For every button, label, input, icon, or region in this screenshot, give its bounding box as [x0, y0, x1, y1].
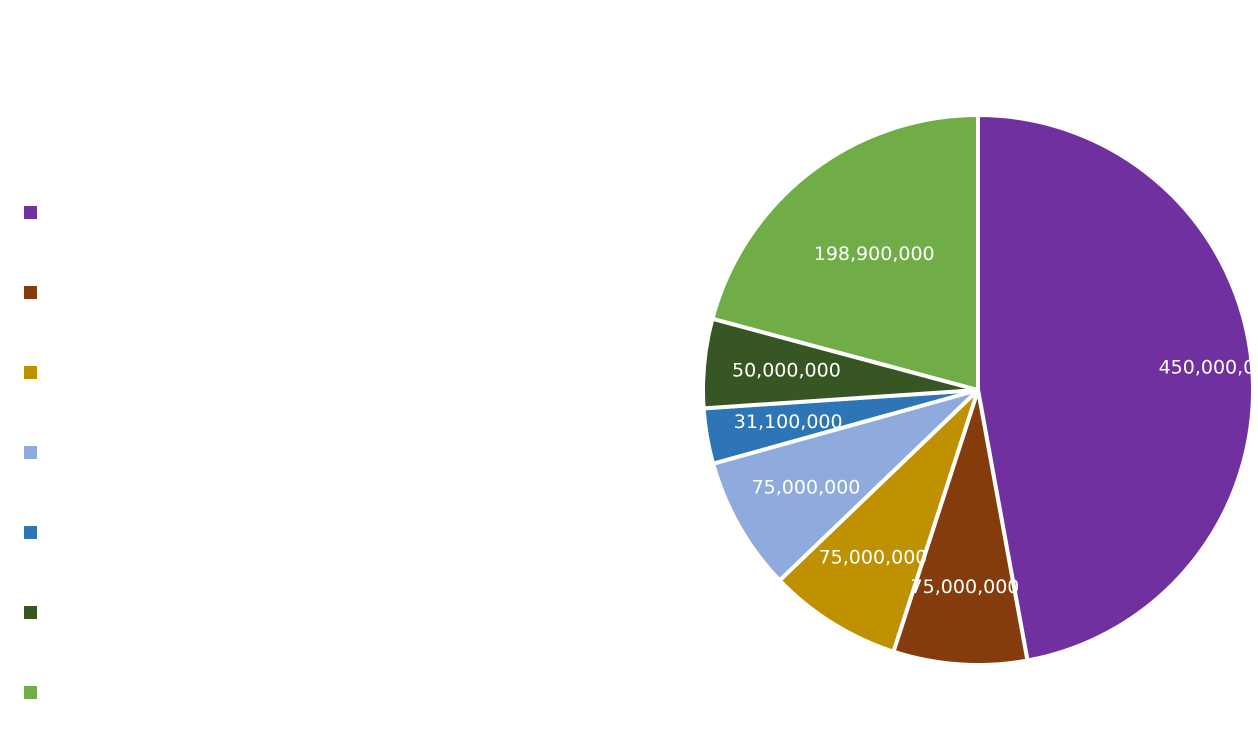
pie-slice-3	[777, 388, 980, 654]
legend-item-7	[24, 652, 37, 732]
data-label-6: 50,000,000	[732, 360, 841, 382]
pie-slice-1	[976, 113, 1255, 663]
legend-swatch-5	[24, 525, 37, 539]
legend-swatch-3	[24, 365, 37, 379]
data-label-1: 450,000,000	[1159, 357, 1258, 379]
legend-item-6	[24, 572, 37, 652]
pie-slice-4	[711, 388, 980, 583]
data-label-2: 75,000,000	[911, 576, 1020, 598]
pie-slices	[701, 113, 1255, 667]
data-label-7: 198,900,000	[814, 243, 935, 265]
legend-swatch-7	[24, 685, 37, 699]
data-label-3: 75,000,000	[819, 546, 928, 568]
data-label-4: 75,000,000	[752, 477, 861, 499]
legend-swatch-1	[24, 205, 37, 219]
legend-item-5	[24, 492, 37, 572]
legend-swatch-2	[24, 285, 37, 299]
data-label-5: 31,100,000	[734, 411, 843, 433]
legend-item-2	[24, 252, 37, 332]
chart-legend	[24, 172, 37, 732]
pie-slice-2	[891, 388, 1030, 667]
pie-slice-7	[710, 113, 980, 392]
legend-item-3	[24, 332, 37, 412]
legend-swatch-6	[24, 605, 37, 619]
legend-swatch-4	[24, 445, 37, 459]
legend-item-4	[24, 412, 37, 492]
legend-item-1	[24, 172, 37, 252]
pie-data-labels: 450,000,000 75,000,000 75,000,000 75,000,00…	[732, 243, 1258, 598]
